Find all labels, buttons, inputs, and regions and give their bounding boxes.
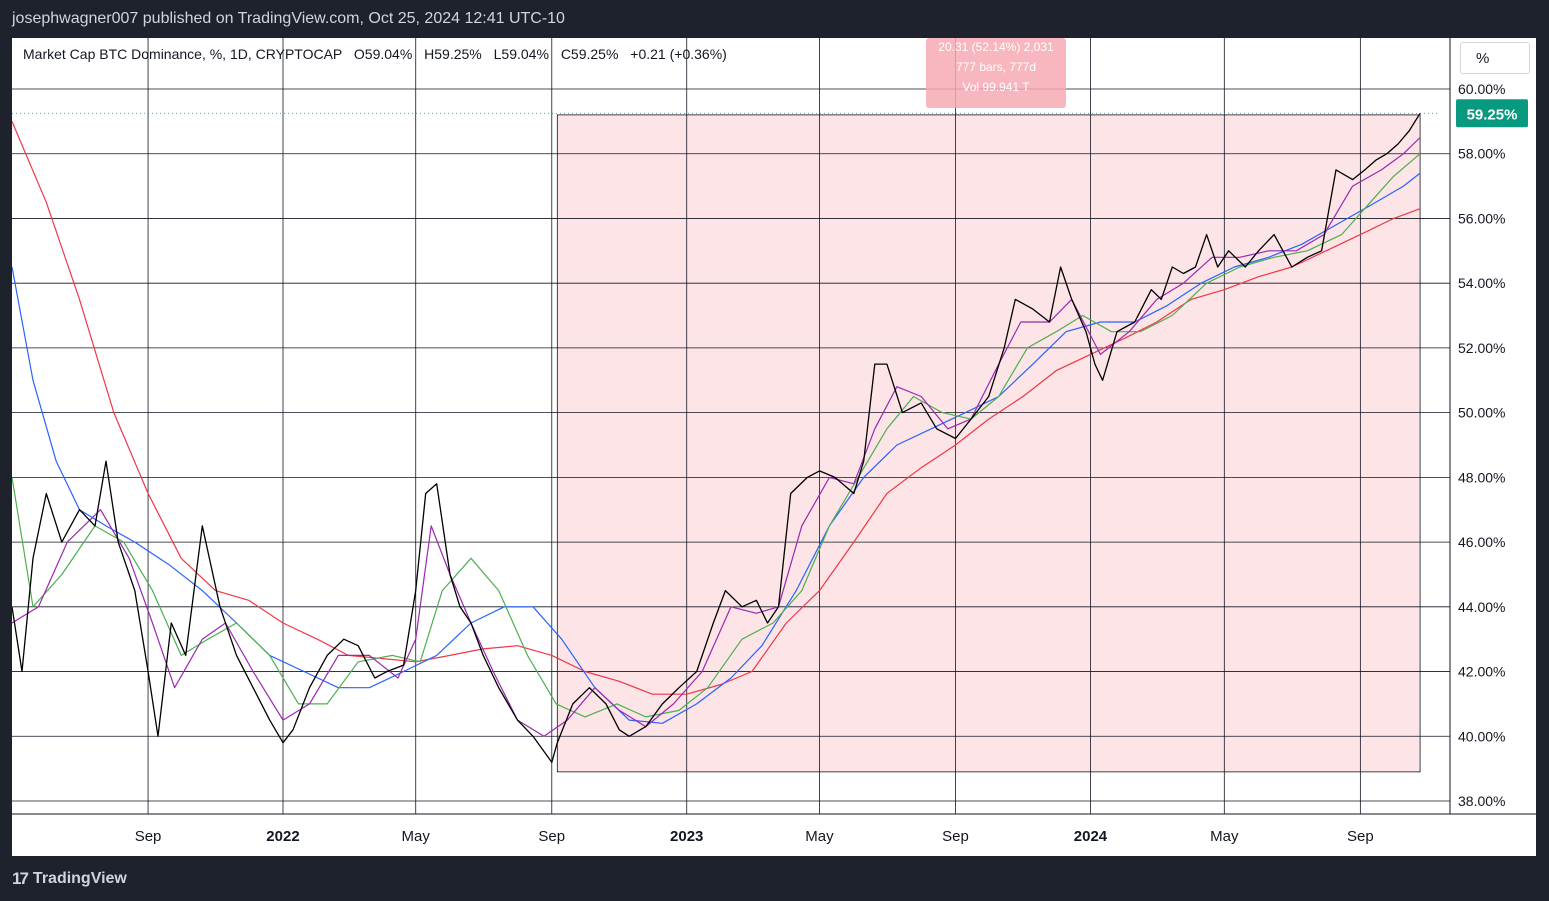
chart-canvas[interactable]: 60.00% 58.00% 56.00% 54.00% 52.00% 50.00% 48.0… [12, 38, 1536, 856]
tradingview-logo[interactable]: 17 TradingView [12, 869, 127, 889]
range-measure-label-bg [926, 38, 1066, 108]
x-tick-label: Sep [942, 828, 969, 845]
x-tick-label: Sep [135, 828, 162, 845]
y-tick-label: 52.00% [1458, 340, 1505, 356]
y-tick-label: 50.00% [1458, 405, 1505, 421]
range-measure-label: 20.31 (52.14%) 2,031 777 bars, 777d Vol 99… [926, 38, 1066, 108]
y-tick-label: 46.00% [1458, 534, 1505, 550]
last-price-badge-text: 59.25% [1467, 106, 1518, 123]
x-tick-label: Sep [538, 828, 565, 845]
series-line-ma_long [12, 172, 1421, 724]
y-tick-label: 40.00% [1458, 728, 1505, 744]
legend-open: O59.04% [353, 46, 413, 62]
x-tick-label: 2024 [1074, 828, 1108, 845]
tradingview-logo-icon: 17 [12, 869, 29, 888]
range-measure-box [556, 114, 1421, 773]
y-tick-label: 48.00% [1458, 469, 1505, 485]
y-tick-label: 38.00% [1458, 793, 1505, 809]
legend-low: L59.04% [493, 46, 549, 62]
x-tick-label: Sep [1347, 828, 1374, 845]
publisher-text: josephwagner007 published on TradingView… [12, 10, 565, 27]
x-tick-label: May [805, 828, 834, 845]
legend-change: +0.21 (+0.36%) [630, 46, 727, 62]
y-tick-label: 56.00% [1458, 210, 1505, 226]
range-measure-label-text: 20.31 (52.14%) 2,031 [938, 40, 1054, 54]
last-price-badge: 59.25% [1456, 99, 1528, 128]
x-tick-label: May [1210, 828, 1239, 845]
y-tick-label: 44.00% [1458, 599, 1505, 615]
symbol-legend: Market Cap BTC Dominance, %, 1D, CRYPTOC… [23, 46, 727, 62]
footer: 17 TradingView [0, 856, 1549, 901]
x-tick-label: May [402, 828, 431, 845]
publisher-header: josephwagner007 published on TradingView… [0, 0, 1549, 38]
legend-high: H59.25% [424, 46, 482, 62]
y-tick-label: 42.00% [1458, 664, 1505, 680]
legend-symbol: Market Cap BTC Dominance, %, 1D, CRYPTOC… [23, 46, 342, 62]
range-measure-label-text: 777 bars, 777d [956, 60, 1036, 74]
y-tick-label: 58.00% [1458, 146, 1505, 162]
series-line-ma_longest [12, 121, 1421, 695]
last-price-badge-bg [1456, 99, 1528, 128]
legend-close: C59.25% [560, 46, 619, 62]
tradingview-brand: TradingView [32, 870, 127, 887]
x-tick-label: 2022 [266, 828, 299, 845]
chart-panel[interactable]: 60.00% 58.00% 56.00% 54.00% 52.00% 50.00% 48.0… [12, 38, 1536, 856]
range-measure-label-text: Vol 99.941 T [962, 80, 1030, 94]
series-line-ma_medium [12, 153, 1421, 718]
x-tick-label: 2023 [670, 828, 703, 845]
y-tick-label: 54.00% [1458, 275, 1505, 291]
series-line-price [12, 112, 1421, 763]
series-line-ma_short [12, 137, 1421, 737]
percent-scale-button[interactable]: % [1460, 42, 1530, 74]
y-tick-label: 60.00% [1458, 81, 1505, 97]
